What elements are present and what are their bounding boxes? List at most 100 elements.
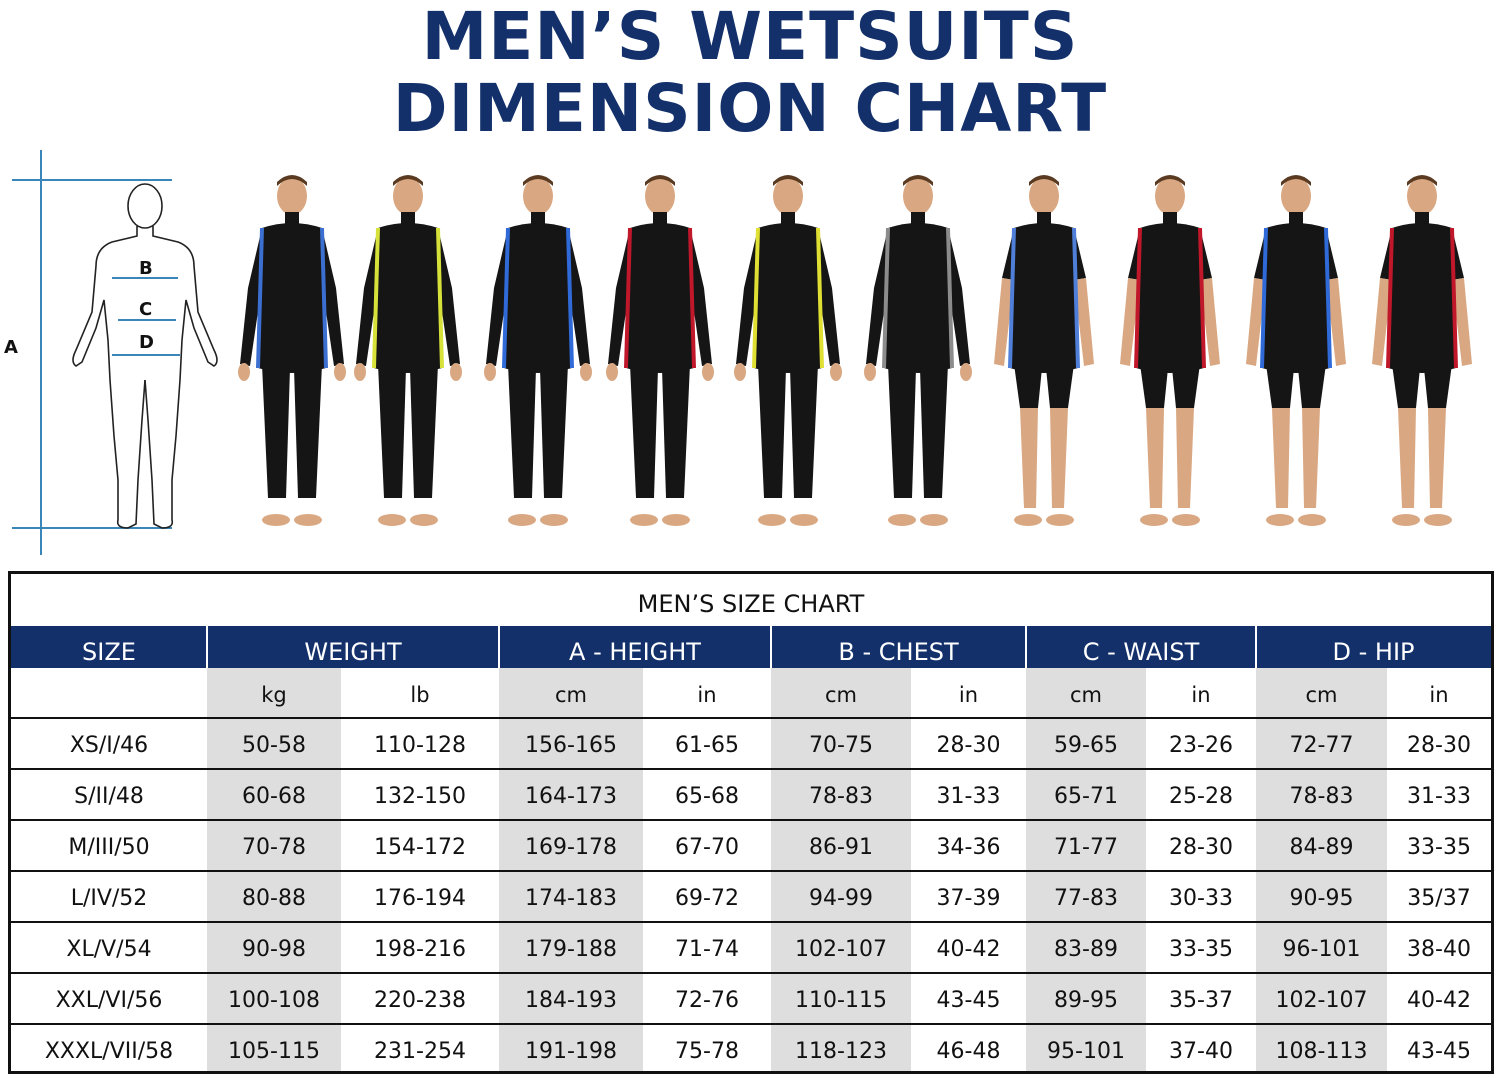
value-cell: 220-238	[374, 988, 466, 1013]
label-c: C	[139, 299, 153, 320]
size-cell: M/III/50	[68, 835, 150, 860]
value-cell: 65-68	[675, 784, 739, 809]
table-row: XXXL/VII/58 105-115 231-254 191-198 75-78 118…	[11, 1025, 1491, 1076]
value-cell: 86-91	[809, 835, 873, 860]
value-cell: 96-101	[1282, 937, 1361, 962]
value-cell: 35/37	[1407, 886, 1471, 911]
label-b: B	[139, 258, 153, 279]
shaded-column	[207, 668, 341, 1071]
value-cell: 50-58	[242, 733, 306, 758]
size-cell: S/II/48	[74, 784, 144, 809]
value-cell: 174-183	[525, 886, 617, 911]
value-cell: 110-128	[374, 733, 466, 758]
value-cell: 71-74	[675, 937, 739, 962]
table-row: S/II/48 60-68 132-150 164-173 65-68 78-83 31-3…	[11, 770, 1491, 821]
table-title: MEN’S SIZE CHART	[637, 590, 865, 618]
value-cell: 100-108	[228, 988, 320, 1013]
table-row: M/III/50 70-78 154-172 169-178 67-70 86-91 34-…	[11, 821, 1491, 872]
value-cell: 78-83	[1289, 784, 1354, 809]
value-cell: 95-101	[1047, 1039, 1125, 1064]
size-cell: XXXL/VII/58	[44, 1039, 174, 1064]
value-cell: 43-45	[1407, 1039, 1471, 1064]
value-cell: 80-88	[242, 886, 306, 911]
value-cell: 23-26	[1169, 733, 1233, 758]
unit-cell: cm	[554, 683, 587, 707]
value-cell: 40-42	[1407, 988, 1471, 1013]
value-cell: 25-28	[1169, 784, 1233, 809]
shaded-column	[499, 668, 643, 1071]
header-size: SIZE	[82, 638, 136, 666]
value-cell: 102-107	[795, 937, 887, 962]
size-cell: XL/V/54	[66, 937, 152, 962]
header-divider	[770, 626, 772, 668]
value-cell: 38-40	[1407, 937, 1471, 962]
value-cell: 191-198	[525, 1039, 617, 1064]
value-cell: 90-98	[242, 937, 306, 962]
value-cell: 84-89	[1289, 835, 1354, 860]
value-cell: 31-33	[936, 784, 1001, 809]
table-row: XXL/VI/56 100-108 220-238 184-193 72-76 110-1…	[11, 974, 1491, 1025]
value-cell: 78-83	[809, 784, 873, 809]
wetsuit-model-5	[728, 168, 848, 540]
row-divider	[11, 921, 1491, 923]
value-cell: 156-165	[525, 733, 617, 758]
value-cell: 77-83	[1054, 886, 1118, 911]
header-divider	[206, 626, 208, 668]
unit-cell: cm	[1069, 683, 1102, 707]
value-cell: 37-39	[936, 886, 1001, 911]
unit-cell: in	[1191, 683, 1211, 707]
header-divider	[498, 626, 500, 668]
header-divider	[1025, 626, 1027, 668]
value-cell: 43-45	[936, 988, 1001, 1013]
body-measurement-diagram: A B C D	[0, 140, 235, 560]
wetsuit-models	[228, 168, 1500, 540]
wetsuit-model-3	[478, 168, 598, 540]
header-a-height: A - HEIGHT	[569, 638, 701, 666]
value-cell: 60-68	[242, 784, 306, 809]
wetsuit-model-10	[1362, 168, 1482, 540]
value-cell: 70-78	[242, 835, 306, 860]
value-cell: 28-30	[1407, 733, 1471, 758]
value-cell: 35-37	[1169, 988, 1233, 1013]
size-cell: L/IV/52	[70, 886, 148, 911]
value-cell: 33-35	[1407, 835, 1471, 860]
value-cell: 28-30	[1169, 835, 1233, 860]
size-cell: XS/I/46	[69, 733, 149, 758]
shaded-column	[771, 668, 911, 1071]
value-cell: 164-173	[525, 784, 617, 809]
label-a: A	[4, 337, 18, 358]
value-cell: 154-172	[374, 835, 466, 860]
value-cell: 75-78	[675, 1039, 739, 1064]
value-cell: 169-178	[525, 835, 617, 860]
value-cell: 89-95	[1054, 988, 1118, 1013]
value-cell: 28-30	[936, 733, 1001, 758]
value-cell: 184-193	[525, 988, 617, 1013]
header-c-waist: C - WAIST	[1082, 638, 1200, 666]
unit-cell: kg	[261, 683, 287, 707]
value-cell: 83-89	[1054, 937, 1118, 962]
table-header-band	[11, 626, 1491, 668]
value-cell: 31-33	[1407, 784, 1471, 809]
value-cell: 102-107	[1275, 988, 1368, 1013]
row-divider	[11, 1023, 1491, 1025]
value-cell: 46-48	[936, 1039, 1001, 1064]
page-title-line-2: DIMENSION CHART	[392, 70, 1108, 147]
value-cell: 110-115	[795, 988, 887, 1013]
value-cell: 70-75	[809, 733, 873, 758]
table-row: XS/I/46 50-58 110-128 156-165 61-65 70-75 28-3…	[11, 719, 1491, 770]
label-d: D	[139, 332, 154, 353]
wetsuit-model-4	[600, 168, 720, 540]
value-cell: 108-113	[1275, 1039, 1368, 1064]
page-title-line-1: MEN’S WETSUITS	[421, 0, 1079, 75]
value-cell: 30-33	[1169, 886, 1233, 911]
value-cell: 34-36	[936, 835, 1001, 860]
row-divider	[11, 717, 1491, 719]
value-cell: 179-188	[525, 937, 617, 962]
row-divider	[11, 819, 1491, 821]
value-cell: 72-76	[675, 988, 739, 1013]
value-cell: 40-42	[936, 937, 1001, 962]
value-cell: 59-65	[1054, 733, 1118, 758]
value-cell: 90-95	[1289, 886, 1354, 911]
value-cell: 118-123	[795, 1039, 887, 1064]
unit-cell: in	[697, 683, 717, 707]
